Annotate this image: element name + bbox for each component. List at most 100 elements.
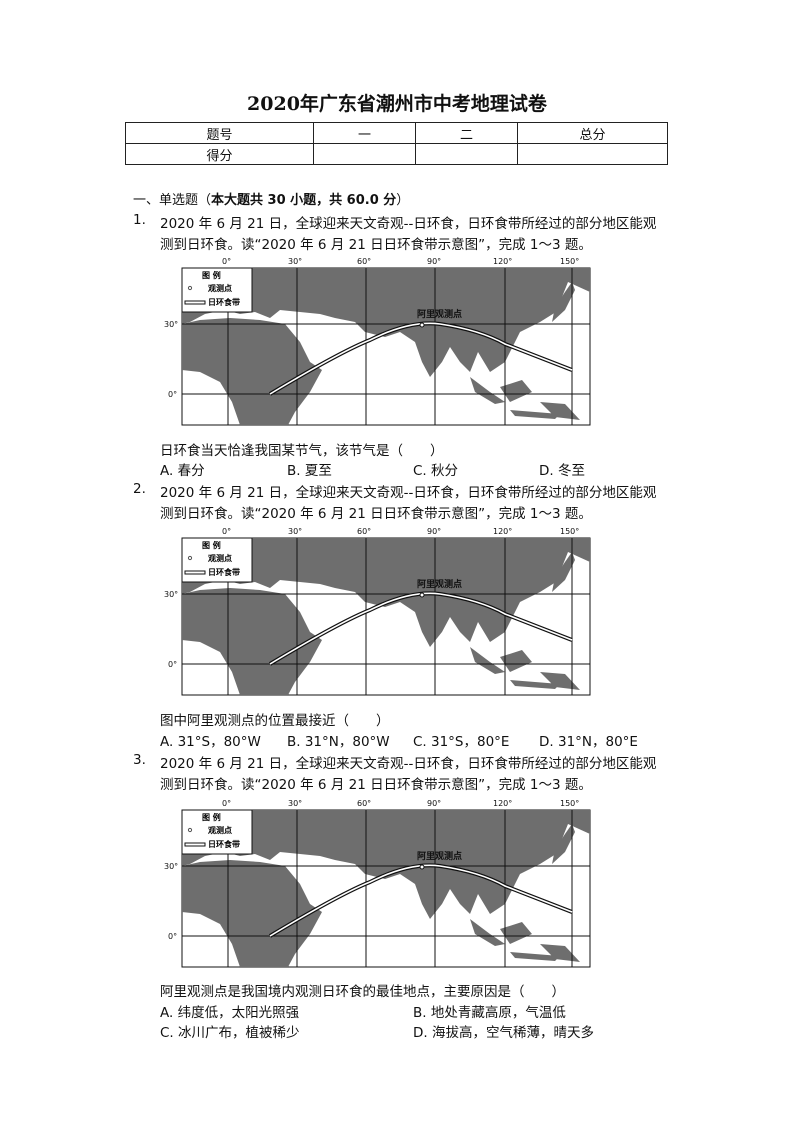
option-b[interactable]: B. 地处青藏高原，气温低 [413,1005,566,1021]
lat-label: 30° [164,862,178,871]
map-legend: 图 例 观测点 日环食带 [181,809,253,855]
lon-labels: 0° 30° 60° 90° 120° 150° [222,799,579,808]
option-d[interactable]: D. 31°N，80°E [539,734,638,750]
option-a[interactable]: A. 春分 [160,463,205,479]
lon-label: 30° [288,527,302,536]
land-masses [182,810,590,967]
lon-label: 150° [560,799,579,808]
page-title: 2020年广东省潮州市中考地理试卷 [247,93,547,115]
ali-observation-point [419,864,425,870]
site-label: 阿里观测点 [417,308,462,320]
question-number: 2. [133,481,146,497]
lon-label: 0° [222,799,231,808]
eclipse-band-inner [269,322,573,395]
southeast-asia-islands [470,377,580,420]
question-stem: 2020 年 6 月 21 日，全球迎来天文奇观--日环食，日环食带所经过的部分… [160,216,657,232]
observation-point-icon [187,827,193,833]
lon-label: 60° [357,257,371,266]
score-table-row: 得分 [125,143,668,165]
option-c[interactable]: C. 秋分 [413,463,459,479]
lon-label: 150° [560,527,579,536]
lon-label: 0° [222,527,231,536]
question-text: 阿里观测点是我国境内观测日环食的最佳地点，主要原因是（ ） [160,984,565,1000]
observation-point-icon [187,285,193,291]
southeast-asia-islands [470,647,580,690]
legend-band: 日环食带 [208,297,240,307]
graticule [182,538,590,695]
eclipse-band-map: 阿里观测点 0° 30° 60° 90° 120° 150° 30° 0° 图 … [164,527,591,696]
legend-title: 图 例 [202,812,221,822]
lat-labels: 30° 0° [164,590,178,669]
legend-title: 图 例 [202,540,221,550]
legend-point: 观测点 [208,553,232,563]
option-c[interactable]: C. 冰川广布，植被稀少 [160,1025,300,1041]
lon-label: 120° [493,799,512,808]
eurasia-land [182,810,590,919]
option-d[interactable]: D. 海拔高，空气稀薄，晴天多 [413,1025,594,1041]
lat-label: 30° [164,320,178,329]
legend-point: 观测点 [208,825,232,835]
header-cell: 一 [313,122,416,144]
section-info: 本大题共 30 小题，共 60.0 分 [211,193,397,208]
lon-label: 120° [493,527,512,536]
question-stem: 测到日环食。读“2020 年 6 月 21 日日环食带示意图”，完成 1～3 题… [160,506,592,522]
lon-labels: 0° 30° 60° 90° 120° 150° [222,257,579,266]
lat-label: 0° [168,660,177,669]
lon-labels: 0° 30° 60° 90° 120° 150° [222,527,579,536]
question-stem: 测到日环食。读“2020 年 6 月 21 日日环食带示意图”，完成 1～3 题… [160,777,592,793]
eclipse-band-icon [184,300,206,305]
lon-label: 0° [222,257,231,266]
lon-label: 90° [427,799,441,808]
option-c[interactable]: C. 31°S，80°E [413,734,510,750]
eclipse-band-icon [184,842,206,847]
question-number: 3. [133,752,146,768]
question-number: 1. [133,212,146,228]
question-stem: 2020 年 6 月 21 日，全球迎来天文奇观--日环食，日环食带所经过的部分… [160,756,657,772]
option-d[interactable]: D. 冬至 [539,463,585,479]
legend-band: 日环食带 [208,839,240,849]
question-text: 图中阿里观测点的位置最接近（ ） [160,713,390,729]
lat-label: 0° [168,390,177,399]
eclipse-band-inner [269,864,573,937]
site-label: 阿里观测点 [417,578,462,590]
question-text: 日环食当天恰逢我国某节气，该节气是（ ） [160,443,444,459]
africa-land [182,318,322,425]
section-prefix: 一、单选题（ [133,193,212,208]
africa-land [182,588,322,695]
eclipse-band-map: 阿里观测点 0° 30° 60° 90° 120° 150° 30° 0° 图 … [164,799,591,968]
option-a[interactable]: A. 31°S，80°W [160,734,261,750]
eclipse-band-map: 阿里观测点 0° 30° 60° 90° 120° 150° 30° 0° 图 … [164,257,591,426]
option-a[interactable]: A. 纬度低，太阳光照强 [160,1005,300,1021]
score-table: 题号 一 二 总分 得分 [125,122,668,165]
lon-label: 60° [357,799,371,808]
lon-label: 30° [288,799,302,808]
site-label: 阿里观测点 [417,850,462,862]
land-masses [182,268,590,425]
lon-label: 120° [493,257,512,266]
legend-band: 日环食带 [208,567,240,577]
option-b[interactable]: B. 31°N，80°W [287,734,390,750]
option-b[interactable]: B. 夏至 [287,463,332,479]
land-masses [182,538,590,695]
lon-label: 60° [357,527,371,536]
header-cell: 二 [415,122,518,144]
section-heading: 一、单选题（本大题共 30 小题，共 60.0 分） [133,189,409,208]
legend-title: 图 例 [202,270,221,280]
row-label: 得分 [125,143,314,165]
lon-label: 90° [427,527,441,536]
score-cell [517,143,668,165]
eurasia-land [182,538,590,647]
map-legend: 图 例 观测点 日环食带 [181,267,253,313]
section-suffix: ） [396,193,410,208]
lat-label: 30° [164,590,178,599]
legend-point: 观测点 [208,283,232,293]
question-stem: 2020 年 6 月 21 日，全球迎来天文奇观--日环食，日环食带所经过的部分… [160,485,657,501]
lon-label: 150° [560,257,579,266]
eclipse-map: 阿里观测点 0° 30° 60° 90° 120° 150° 30° 0° 图 … [160,794,620,974]
eclipse-map: 阿里观测点 0° 30° 60° 90° 120° 150° 30° 0° 图 … [160,522,620,702]
observation-point-icon [187,555,193,561]
japan-land [552,824,575,864]
header-cell: 总分 [517,122,668,144]
score-cell [415,143,518,165]
lat-label: 0° [168,932,177,941]
